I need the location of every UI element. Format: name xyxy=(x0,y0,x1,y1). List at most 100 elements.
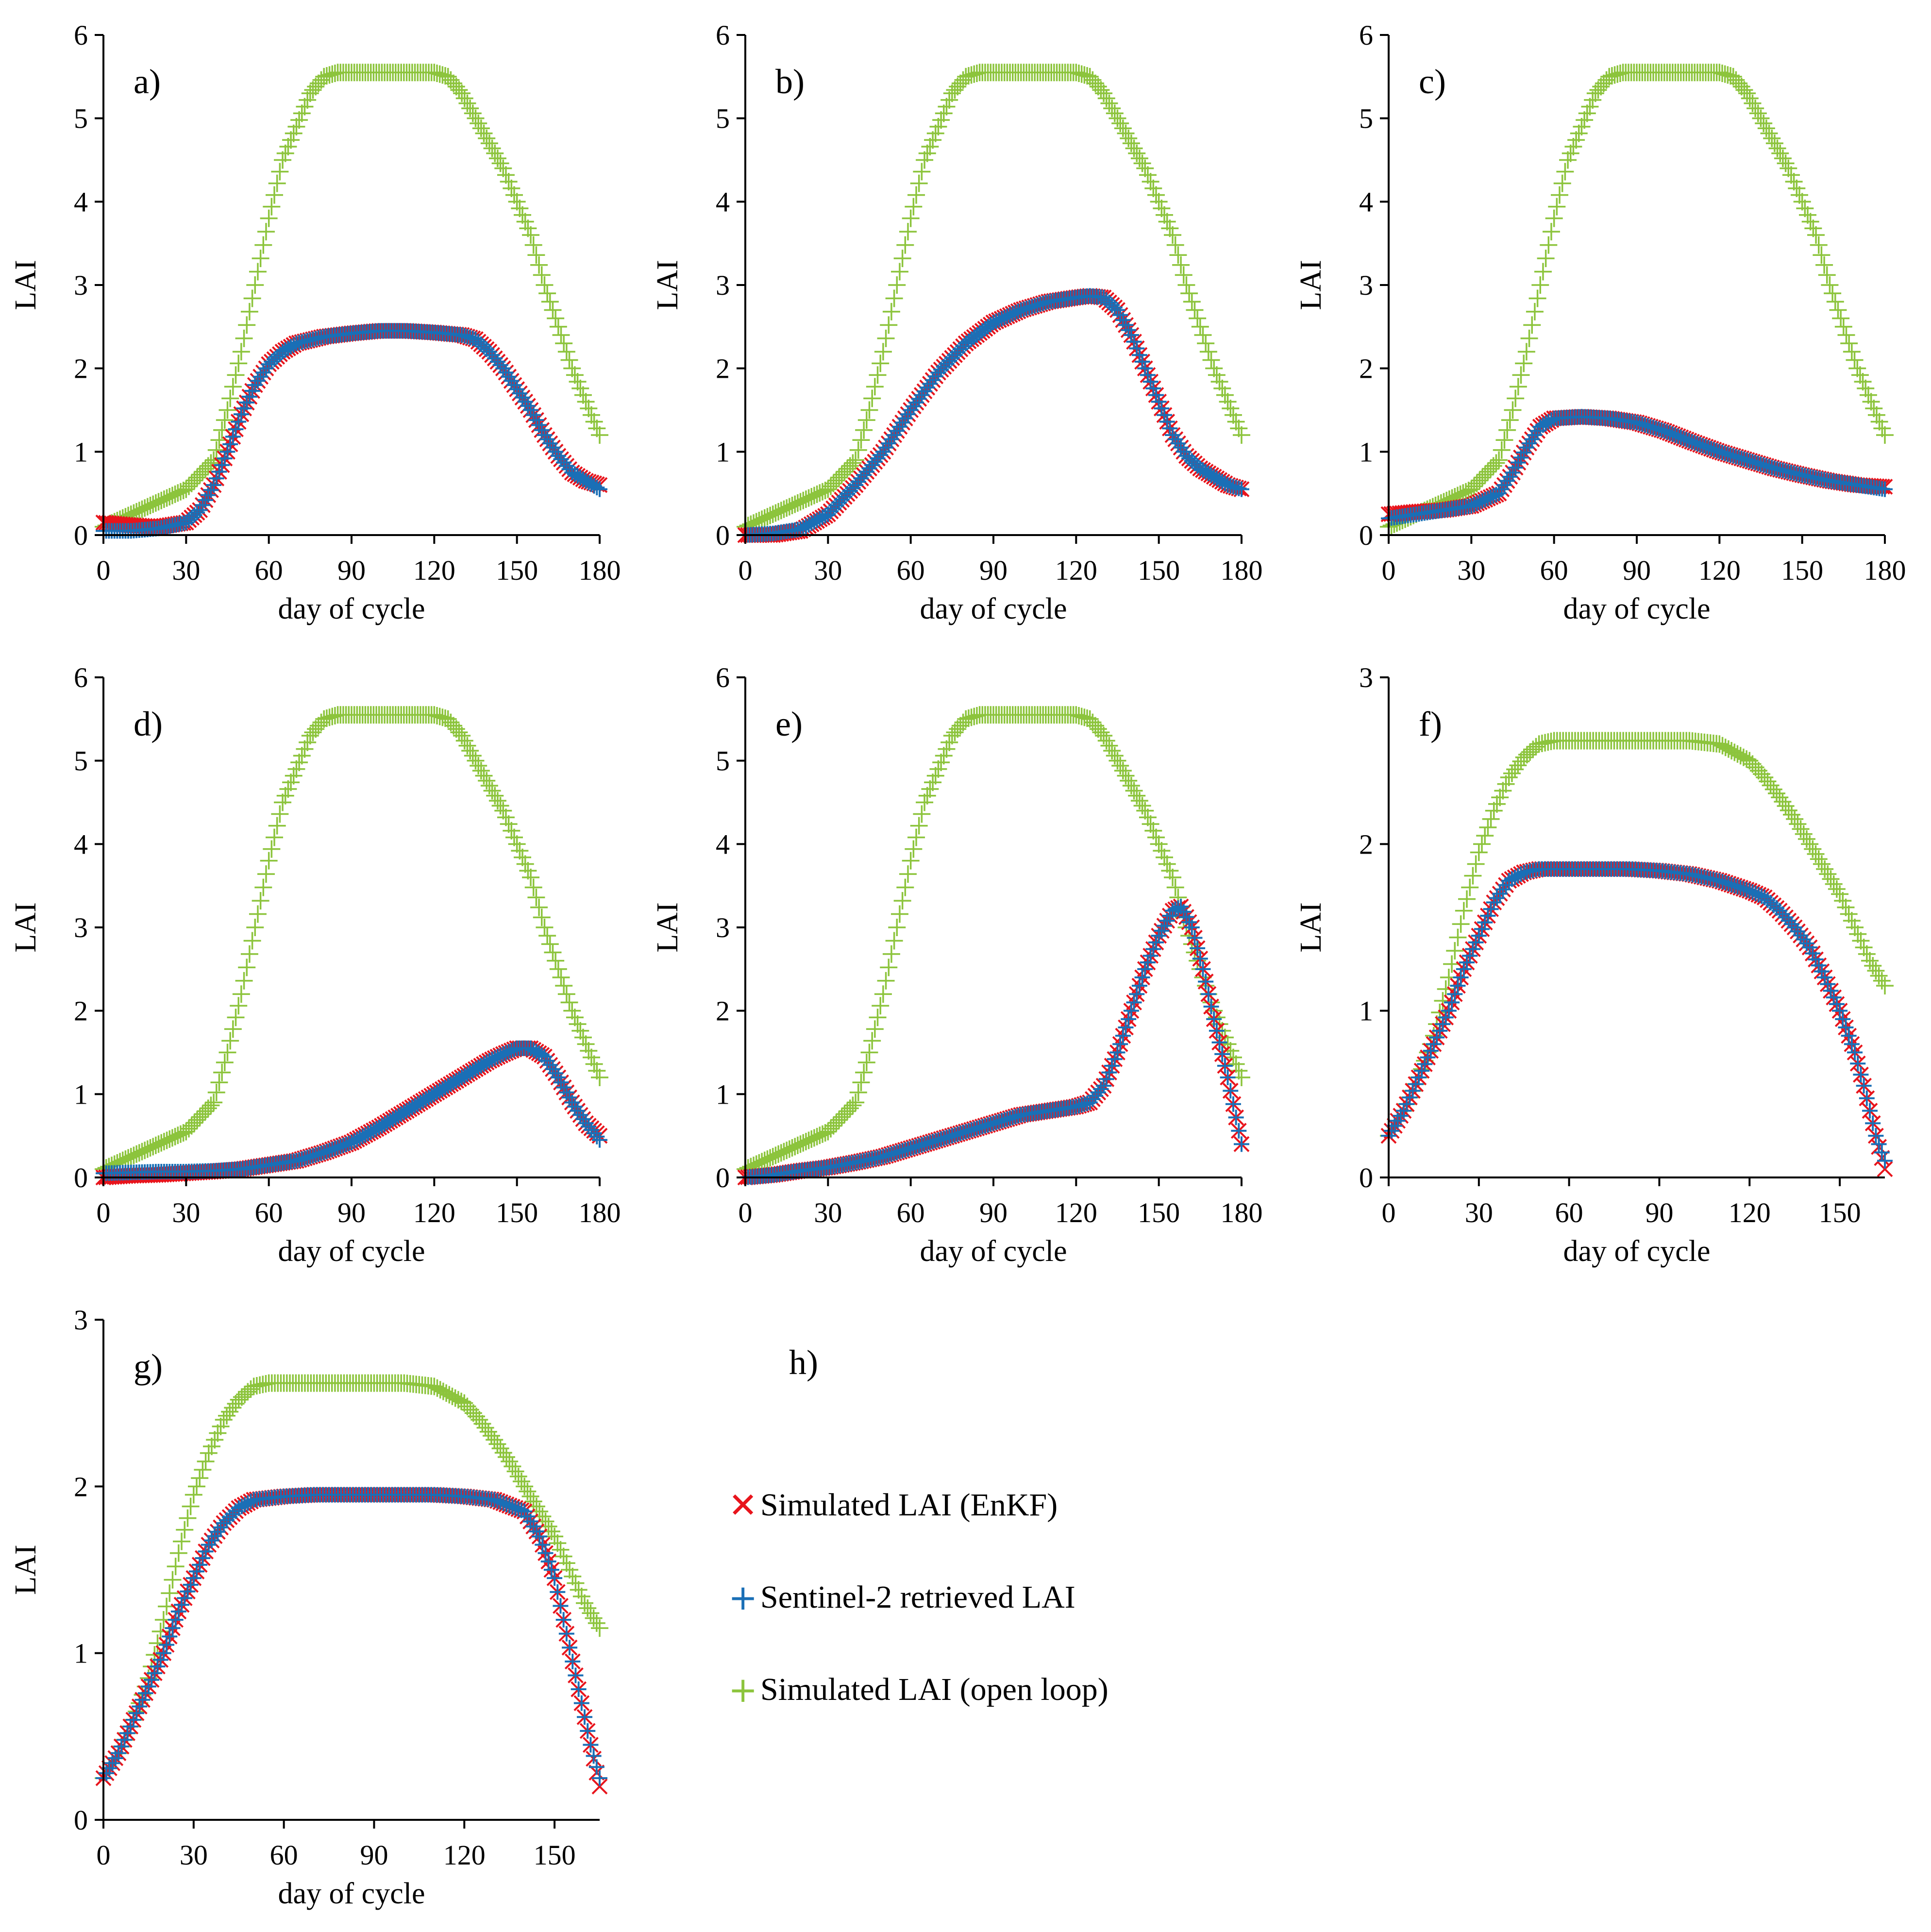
x-tick-label-e-150: 150 xyxy=(1138,1197,1180,1228)
point-openloop-a-64 xyxy=(271,163,289,181)
point-sentinel-g-18 xyxy=(150,1659,166,1675)
point-openloop-e-156 xyxy=(1166,878,1184,896)
point-sentinel-e-172 xyxy=(1211,1034,1227,1050)
panel-label-c: c) xyxy=(1419,62,1446,101)
x-tick-label-g-0: 0 xyxy=(97,1839,111,1871)
point-sentinel-e-145 xyxy=(1137,961,1153,977)
point-sentinel-g-31 xyxy=(189,1563,205,1579)
series-openloop-e xyxy=(737,706,1250,1178)
point-sentinel-b-56 xyxy=(891,419,907,435)
panel-label-b: b) xyxy=(775,62,805,101)
point-openloop-b-56 xyxy=(890,263,908,281)
point-sentinel-c-40 xyxy=(1491,486,1507,502)
x-tick-label-e-60: 60 xyxy=(897,1197,925,1228)
point-openloop-d-40 xyxy=(205,1093,223,1111)
point-openloop-b-61 xyxy=(905,198,923,216)
point-sentinel-e-178 xyxy=(1228,1109,1244,1126)
point-sentinel-f-23 xyxy=(1450,978,1466,994)
point-openloop-d-56 xyxy=(249,905,267,923)
legend-marker-enkf: ✕ xyxy=(728,1485,758,1526)
point-sentinel-g-17 xyxy=(147,1665,163,1681)
point-openloop-e-42 xyxy=(852,1074,870,1092)
point-openloop-a-160 xyxy=(536,276,554,294)
point-sentinel-f-12 xyxy=(1417,1056,1433,1072)
point-openloop-d-46 xyxy=(221,1032,239,1050)
point-openloop-e-46 xyxy=(863,1032,881,1050)
point-openloop-d-164 xyxy=(547,952,565,970)
point-sentinel-f-158 xyxy=(1856,1078,1872,1094)
point-sentinel-f-26 xyxy=(1459,955,1475,971)
point-openloop-g-134 xyxy=(497,1448,515,1466)
point-sentinel-a-179 xyxy=(589,480,605,496)
point-sentinel-c-53 xyxy=(1527,427,1543,443)
point-openloop-c-53 xyxy=(1526,302,1544,320)
point-openloop-e-44 xyxy=(857,1054,875,1072)
point-openloop-c-169 xyxy=(1846,351,1864,369)
point-openloop-d-180 xyxy=(591,1069,608,1086)
point-sentinel-e-134 xyxy=(1107,1051,1123,1067)
point-openloop-a-59 xyxy=(257,223,275,241)
point-sentinel-g-152 xyxy=(553,1598,569,1614)
point-openloop-b-155 xyxy=(1164,226,1182,244)
point-sentinel-d-172 xyxy=(570,1103,586,1119)
point-openloop-d-43 xyxy=(213,1063,231,1081)
point-sentinel-e-142 xyxy=(1129,986,1145,1002)
point-sentinel-d-161 xyxy=(539,1053,555,1069)
legend-marker-openloop: + xyxy=(728,1669,758,1710)
legend-item-sentinel: + Sentinel-2 retrieved LAI xyxy=(728,1568,1075,1627)
point-openloop-c-161 xyxy=(1824,285,1842,302)
panel-label-g: g) xyxy=(134,1347,163,1386)
point-sentinel-f-13 xyxy=(1420,1049,1436,1065)
point-openloop-f-31 xyxy=(1473,835,1491,853)
point-sentinel-a-148 xyxy=(504,373,520,389)
point-openloop-d-167 xyxy=(555,977,573,995)
point-sentinel-a-45 xyxy=(219,444,235,460)
point-openloop-d-54 xyxy=(243,932,261,950)
point-openloop-b-180 xyxy=(1233,426,1250,444)
x-tick-label-e-0: 0 xyxy=(739,1197,753,1228)
point-openloop-f-22 xyxy=(1446,942,1464,960)
point-sentinel-b-145 xyxy=(1137,360,1153,376)
point-sentinel-e-139 xyxy=(1121,1011,1137,1027)
series-sentinel-e xyxy=(738,899,1249,1185)
point-sentinel-e-135 xyxy=(1109,1044,1125,1060)
point-sentinel-b-149 xyxy=(1148,387,1164,403)
point-sentinel-e-170 xyxy=(1206,1011,1222,1027)
point-openloop-g-31 xyxy=(188,1478,206,1495)
point-sentinel-g-154 xyxy=(558,1626,574,1642)
point-openloop-b-54 xyxy=(885,289,903,307)
point-sentinel-g-12 xyxy=(132,1698,148,1714)
point-openloop-f-27 xyxy=(1461,878,1479,896)
point-sentinel-a-40 xyxy=(206,477,222,493)
point-openloop-f-24 xyxy=(1452,915,1470,933)
y-tick-label-a-5: 5 xyxy=(74,103,88,134)
point-openloop-c-64 xyxy=(1556,163,1574,181)
point-sentinel-f-24 xyxy=(1453,970,1469,985)
point-sentinel-b-147 xyxy=(1142,374,1159,390)
point-openloop-a-44 xyxy=(216,411,234,429)
point-sentinel-b-50 xyxy=(875,444,891,460)
point-sentinel-b-157 xyxy=(1170,436,1186,452)
point-openloop-c-51 xyxy=(1520,329,1538,347)
point-openloop-f-33 xyxy=(1479,819,1497,836)
point-sentinel-f-16 xyxy=(1429,1029,1445,1045)
point-sentinel-g-149 xyxy=(543,1562,559,1578)
point-sentinel-g-165 xyxy=(592,1770,607,1786)
point-sentinel-a-44 xyxy=(217,451,233,467)
point-openloop-d-52 xyxy=(238,958,256,976)
point-sentinel-e-133 xyxy=(1104,1058,1120,1074)
point-openloop-g-30 xyxy=(185,1486,202,1504)
point-openloop-a-46 xyxy=(221,389,239,407)
point-openloop-c-164 xyxy=(1832,309,1850,327)
y-tick-label-b-2: 2 xyxy=(716,353,730,385)
y-axis-label-a: LAI xyxy=(9,260,42,310)
x-axis-label-g: day of cycle xyxy=(278,1877,425,1910)
point-sentinel-g-160 xyxy=(577,1709,593,1725)
point-sentinel-b-143 xyxy=(1131,347,1147,363)
series-sentinel-f xyxy=(1381,861,1893,1169)
point-openloop-b-60 xyxy=(902,209,920,227)
point-openloop-c-160 xyxy=(1821,276,1839,294)
point-sentinel-a-149 xyxy=(506,377,522,393)
